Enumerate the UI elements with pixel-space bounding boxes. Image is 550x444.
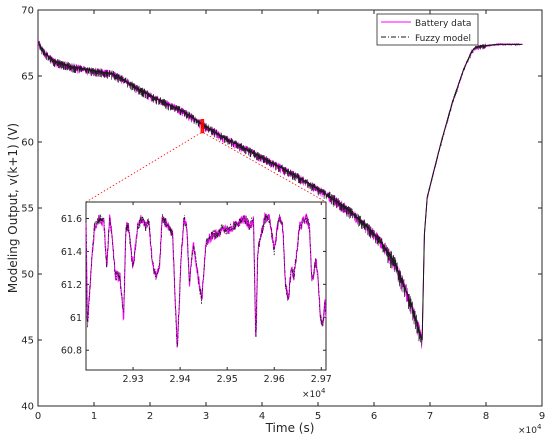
main-x-tick-label: 7 (427, 411, 433, 422)
inset-y-tick-label: 61.2 (61, 280, 82, 291)
main-x-tick-label: 1 (91, 411, 97, 422)
inset-y-tick-label: 61.6 (61, 214, 82, 225)
main-x-tick-label: 4 (259, 411, 265, 422)
main-x-tick-label: 2 (147, 411, 153, 422)
main-y-axis-label: Modeling Output, v(k+1) (V) (6, 123, 20, 293)
main-y-ticks: 40 45 50 55 60 65 70 (21, 6, 542, 413)
inset-y-tick-label: 60.8 (61, 346, 82, 357)
main-x-tick-label: 9 (539, 411, 545, 422)
legend: Battery data Fuzzy model (376, 13, 479, 46)
inset-y-tick-label: 61 (70, 313, 82, 324)
legend-box (376, 13, 479, 46)
main-x-tick-label: 5 (315, 411, 321, 422)
zoom-connectors (85, 119, 327, 203)
main-x-axis-label: Time (s) (265, 421, 315, 435)
inset-x-exponent-power: 4 (321, 387, 326, 395)
inset-x-tick-label: 2.95 (217, 374, 238, 385)
main-y-tick-label: 45 (21, 336, 34, 347)
inset-series-group (85, 211, 327, 348)
inset-x-exponent: ×104 (302, 387, 326, 400)
inset-x-exponent-base: ×10 (302, 390, 321, 400)
legend-label-battery-data: Battery data (415, 19, 471, 29)
inset-y-ticks: 60.8 61 61.2 61.4 61.6 (61, 214, 326, 357)
main-series-line-fuzzy-model (37, 41, 523, 341)
main-x-tick-label: 3 (203, 411, 209, 422)
main-y-tick-label: 55 (21, 204, 34, 215)
main-series-group (37, 40, 523, 349)
main-x-exponent: ×104 (518, 423, 542, 436)
inset-y-tick-label: 61.4 (61, 247, 82, 258)
inset-x-tick-label: 2.93 (122, 374, 143, 385)
main-x-tick-label: 0 (35, 411, 41, 422)
inset-x-ticks: 2.93 2.94 2.95 2.96 2.97 (122, 202, 332, 385)
inset-x-tick-label: 2.97 (311, 374, 332, 385)
inset-x-tick-label: 2.94 (170, 374, 191, 385)
main-y-tick-label: 40 (21, 402, 34, 413)
main-x-exponent-power: 4 (537, 423, 542, 431)
main-y-tick-label: 60 (21, 138, 34, 149)
zoom-connector-left (85, 132, 202, 203)
main-y-tick-label: 70 (21, 6, 34, 17)
main-x-ticks: 0 1 2 3 4 5 6 7 8 9 (35, 10, 545, 422)
main-x-tick-label: 6 (371, 411, 377, 422)
inset-x-tick-label: 2.96 (264, 374, 285, 385)
main-y-tick-label: 50 (21, 270, 34, 281)
main-x-exponent-base: ×10 (518, 426, 537, 436)
main-x-tick-label: 8 (483, 411, 489, 422)
main-y-tick-label: 65 (21, 72, 34, 83)
zoom-connector-right (203, 132, 327, 203)
zoom-region-marker (200, 119, 205, 134)
inset-series-line-fuzzy-model (85, 213, 327, 347)
legend-label-fuzzy-model: Fuzzy model (415, 34, 471, 44)
